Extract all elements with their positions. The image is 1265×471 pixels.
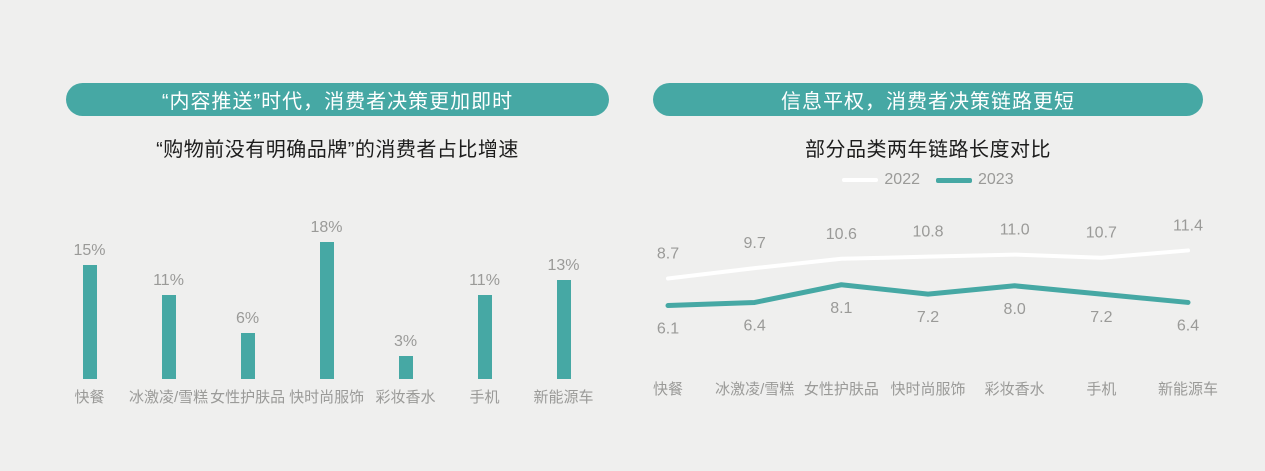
legend-item-2022: 2022 xyxy=(842,171,920,189)
bar-category-label: 手机 xyxy=(469,389,500,406)
line-point-label: 8.7 xyxy=(657,246,679,263)
line-category-label: 新能源车 xyxy=(1158,381,1218,398)
bar xyxy=(161,295,176,379)
bar-value-label: 13% xyxy=(547,257,580,275)
line-category-label: 快餐 xyxy=(653,381,683,398)
right-subtitle: 部分品类两年链路长度对比 xyxy=(805,138,1051,161)
line-point-label: 11.4 xyxy=(1173,217,1203,234)
line-point-label: 8.1 xyxy=(830,300,852,317)
left-subtitle: “购物前没有明确品牌”的消费者占比增速 xyxy=(156,138,519,161)
bar-column: 11% xyxy=(129,215,208,379)
line-category-label: 手机 xyxy=(1086,381,1116,398)
bar-category-label: 快餐 xyxy=(74,389,105,406)
bar xyxy=(319,242,334,379)
legend-label: 2023 xyxy=(978,171,1014,188)
line-chart: 8.7 9.7 10.6 10.8 11.0 10.7 11.4 6.1 6.4 8.1 7.2 8.… xyxy=(653,217,1218,398)
bar-chart: 15% 11% 6% 18% 3% 11% 13% xyxy=(50,215,603,379)
line-point-label: 7.2 xyxy=(1090,309,1112,326)
bar-category-label: 新能源车 xyxy=(533,389,594,406)
left-banner: “内容推送”时代，消费者决策更加即时 xyxy=(66,83,609,116)
line-point-label: 11.0 xyxy=(1000,222,1030,239)
line-series-2023 xyxy=(665,282,1191,309)
line-category-label: 快时尚服饰 xyxy=(891,381,966,398)
line-category-label: 彩妆香水 xyxy=(985,381,1045,398)
legend-swatch xyxy=(936,177,972,183)
right-banner: 信息平权，消费者决策链路更短 xyxy=(653,83,1203,116)
legend-label: 2022 xyxy=(884,171,920,188)
line-category-label: 冰激凌/雪糕 xyxy=(715,381,794,398)
bar-column: 13% xyxy=(524,215,603,379)
bar-column: 15% xyxy=(50,215,129,379)
bar-chart-categories: 快餐 冰激凌/雪糕 女性护肤品 快时尚服饰 彩妆香水 手机 新能源车 xyxy=(50,386,603,407)
bar xyxy=(556,280,571,379)
line-point-label: 6.4 xyxy=(1177,317,1199,334)
bar xyxy=(82,265,97,379)
line-category-label: 女性护肤品 xyxy=(804,380,879,398)
bar-category-label: 快时尚服饰 xyxy=(289,389,365,406)
bar xyxy=(398,356,413,379)
line-point-label: 10.8 xyxy=(912,224,943,241)
bar-value-label: 18% xyxy=(310,219,343,237)
bar-value-label: 6% xyxy=(235,310,260,328)
bar-value-label: 3% xyxy=(393,333,418,351)
line-point-label: 7.2 xyxy=(917,309,939,326)
bar-column: 11% xyxy=(445,215,524,379)
line-point-label: 6.4 xyxy=(744,317,766,334)
bar xyxy=(477,295,492,379)
line-point-label: 10.7 xyxy=(1086,225,1117,242)
bar-column: 3% xyxy=(366,215,445,379)
bar-column: 6% xyxy=(208,215,287,379)
legend-item-2023: 2023 xyxy=(936,171,1014,189)
line-point-label: 9.7 xyxy=(744,235,766,252)
line-point-label: 8.0 xyxy=(1004,301,1026,318)
bar-category-label: 冰激凌/雪糕 xyxy=(128,389,209,406)
legend-swatch xyxy=(842,178,879,182)
bar-value-label: 11% xyxy=(469,272,500,290)
bar-value-label: 15% xyxy=(73,242,106,259)
bar-category-label: 女性护肤品 xyxy=(210,389,286,406)
line-chart-legend: 2022 2023 xyxy=(653,171,1203,189)
bar-category-label: 彩妆香水 xyxy=(375,389,436,406)
line-point-label: 6.1 xyxy=(657,321,679,338)
line-series-2022 xyxy=(666,248,1191,281)
bar xyxy=(240,333,255,379)
bar-value-label: 11% xyxy=(153,272,184,290)
line-point-label: 10.6 xyxy=(826,226,857,243)
bar-column: 18% xyxy=(287,215,366,379)
